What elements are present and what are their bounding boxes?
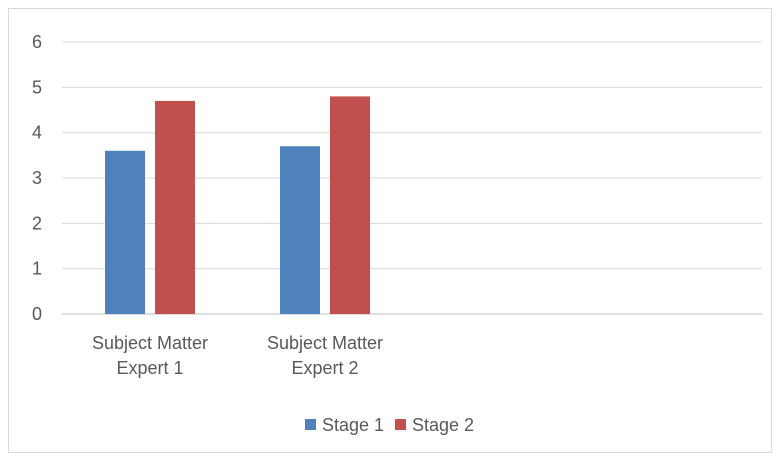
y-tick-label: 1 [32, 259, 42, 279]
legend-label-stage-2: Stage 2 [412, 415, 474, 435]
y-tick-label: 4 [32, 123, 42, 143]
y-tick-label: 0 [32, 304, 42, 324]
bar-stage-1-cat-1 [105, 150, 145, 314]
legend-swatch-stage-1 [305, 419, 316, 430]
bar-stage-2-cat-2 [330, 96, 370, 315]
y-axis: 0 1 2 3 4 5 6 [32, 32, 42, 324]
legend-label-stage-1: Stage 1 [322, 415, 384, 435]
bars [105, 96, 370, 315]
x-tick-label: Subject Matter [267, 333, 383, 353]
x-tick-label: Expert 1 [116, 358, 183, 378]
legend: Stage 1 Stage 2 [305, 415, 474, 435]
bar-stage-2-cat-1 [155, 100, 195, 314]
y-tick-label: 2 [32, 213, 42, 233]
y-tick-label: 5 [32, 77, 42, 97]
y-tick-label: 6 [32, 32, 42, 52]
legend-swatch-stage-2 [395, 419, 406, 430]
y-tick-label: 3 [32, 168, 42, 188]
x-tick-label: Subject Matter [92, 333, 208, 353]
x-tick-label: Expert 2 [291, 358, 358, 378]
x-axis: Subject Matter Expert 1 Subject Matter Expe… [92, 333, 383, 378]
bar-stage-1-cat-2 [280, 146, 320, 314]
